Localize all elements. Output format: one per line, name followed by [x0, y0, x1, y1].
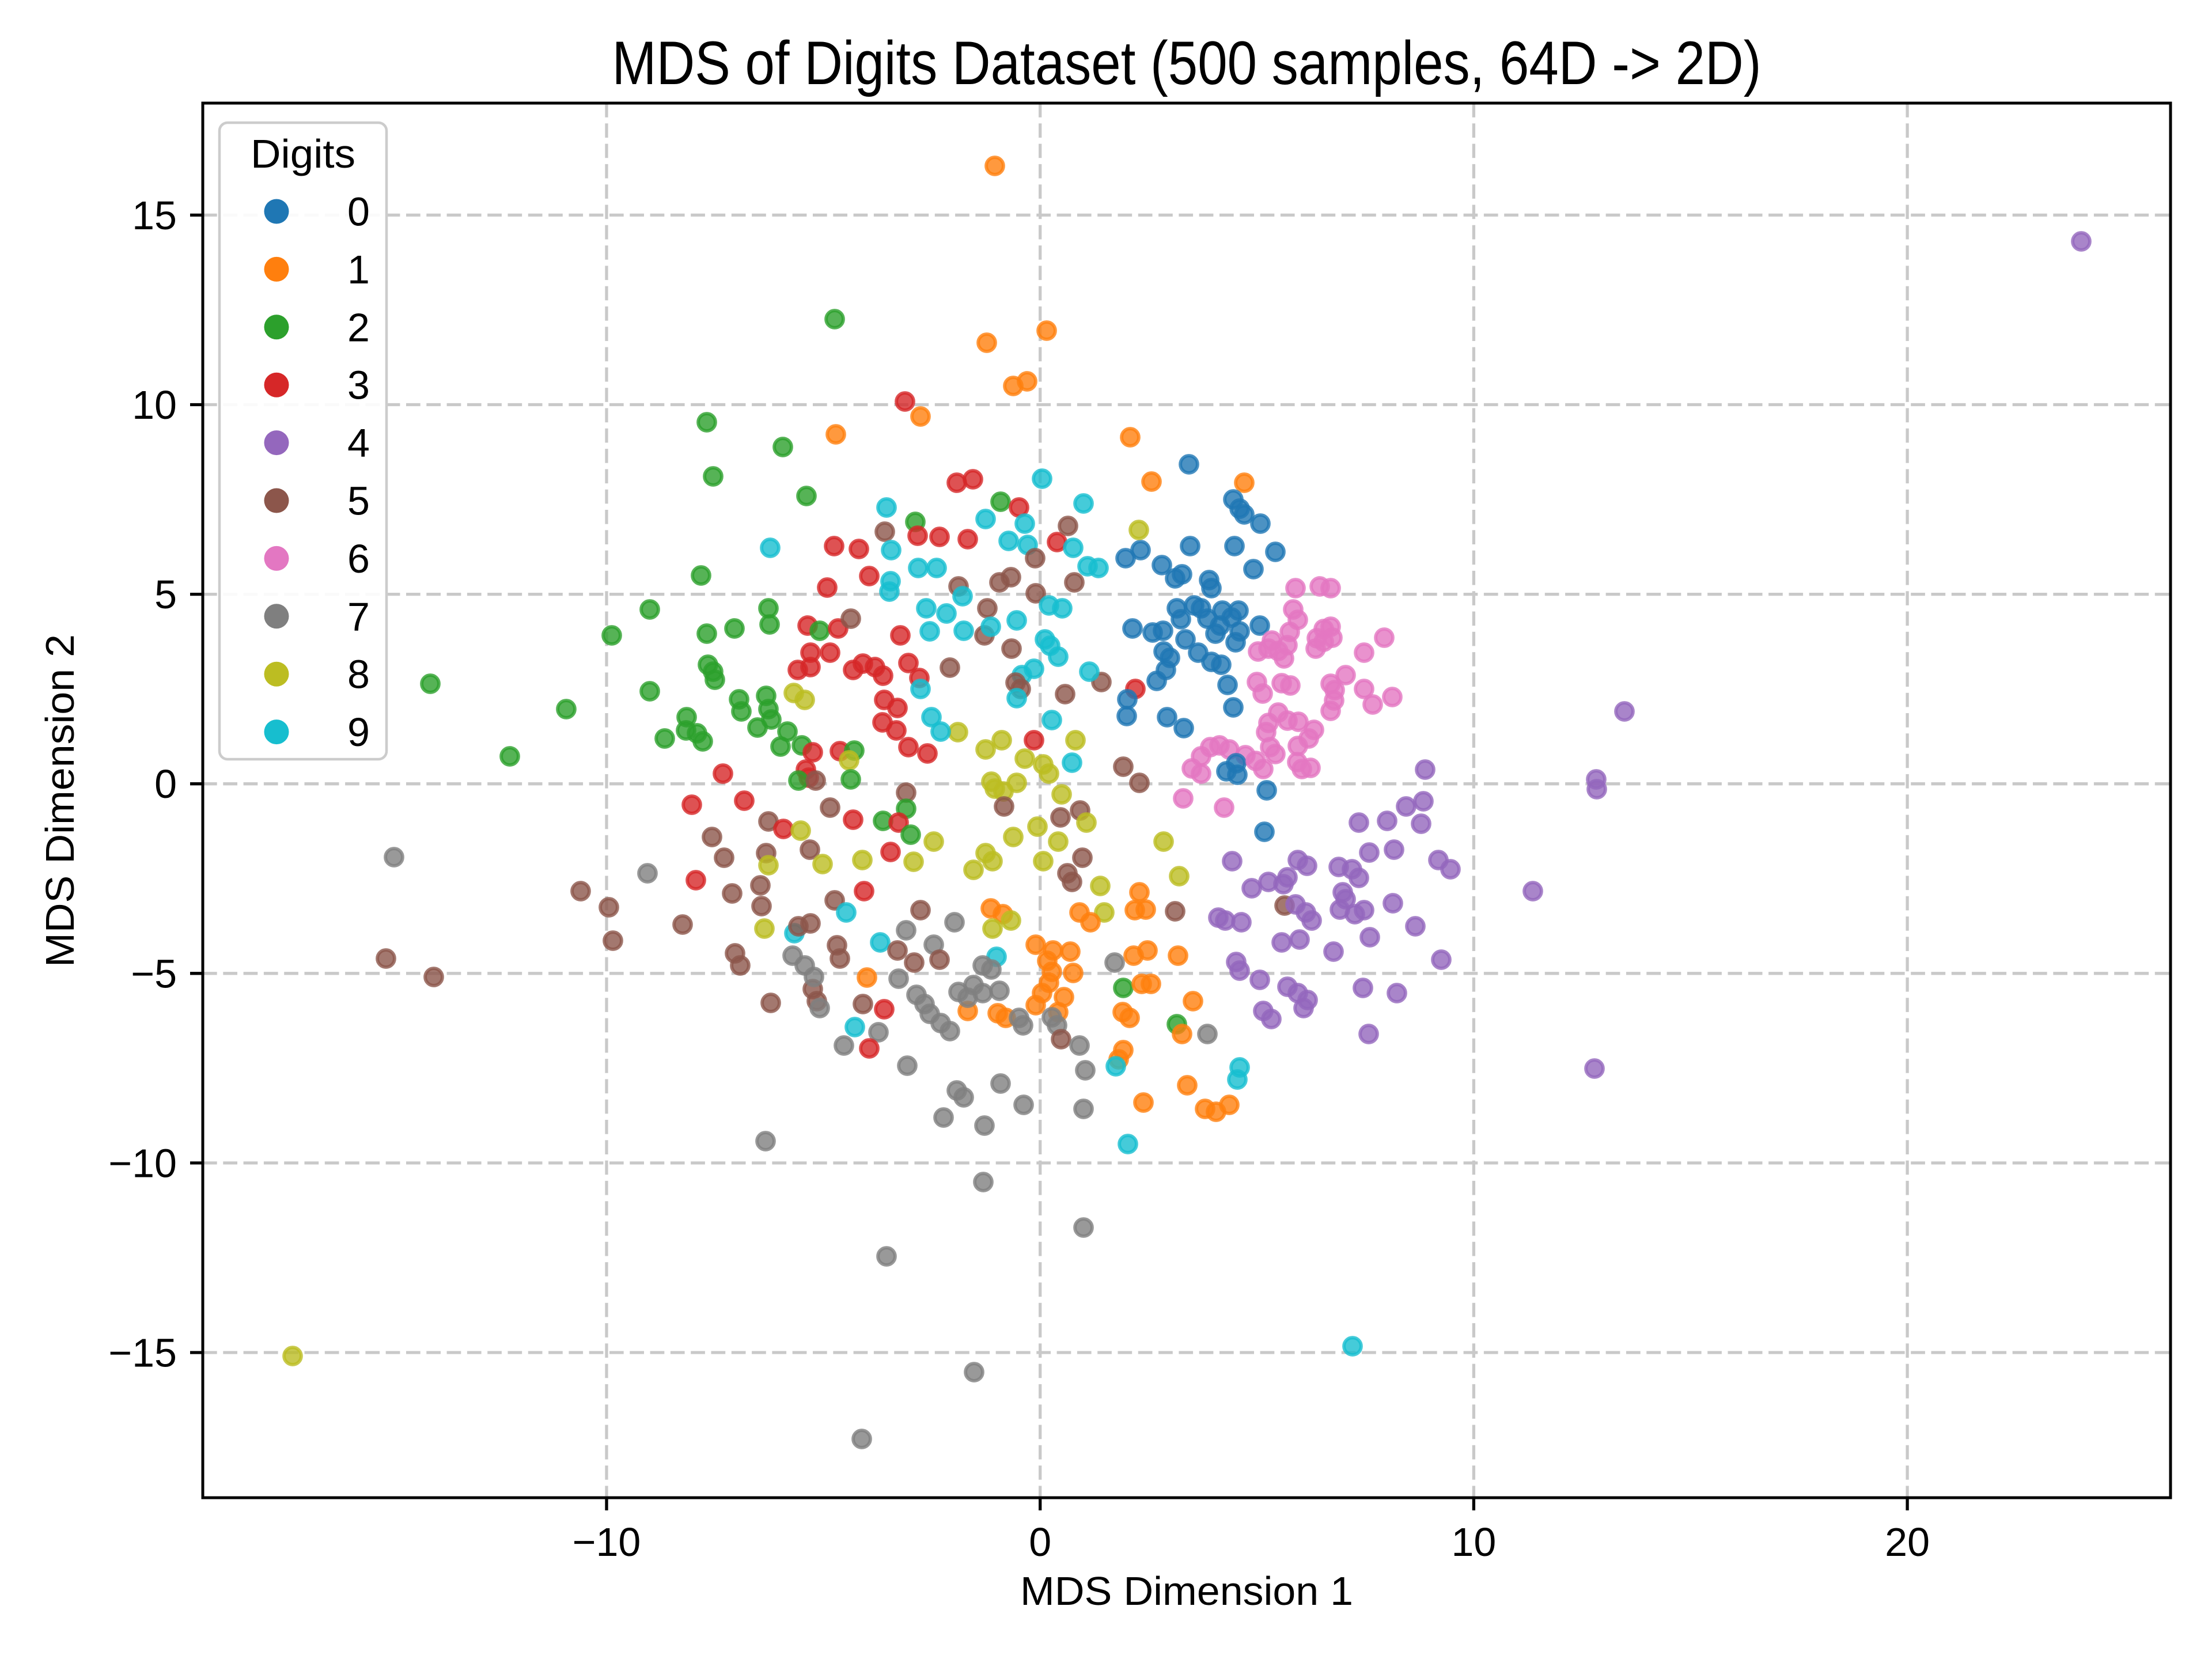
svg-text:10: 10 — [1451, 1520, 1496, 1565]
svg-text:−10: −10 — [573, 1520, 641, 1565]
svg-text:7: 7 — [347, 594, 370, 639]
svg-text:15: 15 — [132, 193, 177, 238]
svg-text:2: 2 — [347, 305, 370, 350]
svg-text:4: 4 — [347, 421, 370, 465]
svg-text:MDS Dimension 2: MDS Dimension 2 — [37, 634, 82, 967]
svg-text:8: 8 — [347, 652, 370, 697]
svg-text:9: 9 — [347, 710, 370, 755]
svg-text:20: 20 — [1885, 1520, 1930, 1565]
svg-text:0: 0 — [154, 762, 177, 806]
svg-text:MDS Dimension 1: MDS Dimension 1 — [1020, 1569, 1353, 1613]
svg-text:0: 0 — [1029, 1520, 1051, 1565]
svg-text:Digits: Digits — [251, 131, 355, 176]
svg-text:−15: −15 — [108, 1331, 177, 1376]
svg-text:5: 5 — [154, 572, 177, 617]
svg-text:MDS of Digits Dataset (500 sam: MDS of Digits Dataset (500 samples, 64D … — [612, 28, 1762, 97]
svg-text:0: 0 — [347, 190, 370, 234]
svg-text:−5: −5 — [131, 951, 177, 996]
svg-text:10: 10 — [132, 382, 177, 427]
svg-text:−10: −10 — [108, 1141, 177, 1185]
svg-text:1: 1 — [347, 247, 370, 292]
svg-text:3: 3 — [347, 363, 370, 408]
svg-text:5: 5 — [347, 479, 370, 524]
svg-text:6: 6 — [347, 536, 370, 581]
